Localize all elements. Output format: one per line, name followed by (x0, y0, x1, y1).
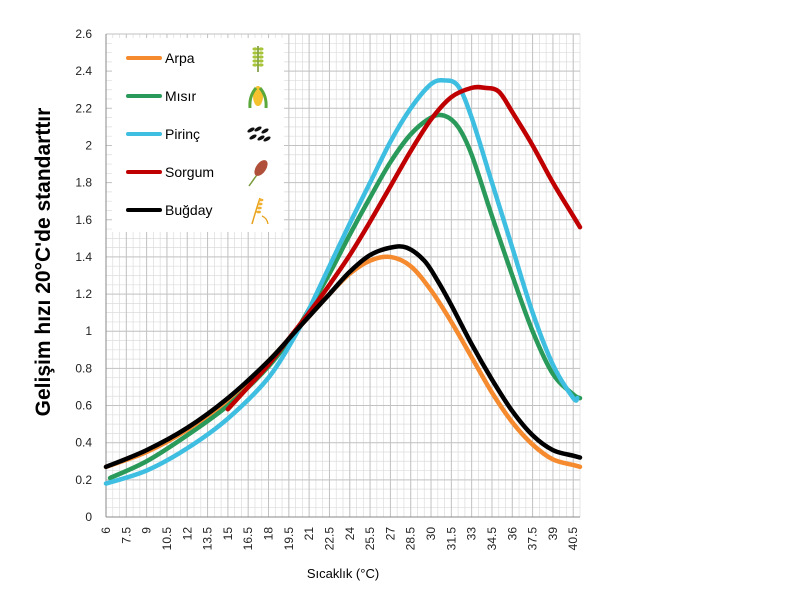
corn-icon (248, 86, 268, 109)
barley-grain (252, 59, 258, 63)
legend: Arpa Mısır Pirinç Sorgum Buğday (112, 38, 284, 232)
x-tick-label: 36 (505, 527, 519, 541)
sorghum-head (254, 160, 268, 176)
legend-label-bu-day: Buğday (165, 202, 212, 218)
x-tick-label: 19.5 (282, 527, 296, 551)
rice-icon (247, 126, 271, 142)
rice-grain (254, 126, 262, 132)
y-tick-label: 1.8 (75, 176, 92, 190)
rice-grain (247, 127, 255, 133)
x-tick-label: 16.5 (241, 527, 255, 551)
x-tick-label: 7.5 (119, 527, 133, 544)
barley-grain (252, 63, 258, 67)
y-tick-label: 2.2 (75, 101, 92, 115)
barley-grain (252, 55, 258, 59)
x-tick-label: 37.5 (526, 527, 540, 551)
wheat-grain (257, 206, 262, 210)
barley-icon (252, 46, 264, 72)
x-tick-label: 18 (262, 527, 276, 541)
rice-grain (257, 135, 265, 141)
y-tick-label: 1.6 (75, 213, 92, 227)
x-tick-label: 13.5 (201, 527, 215, 551)
x-tick-label: 28.5 (404, 527, 418, 551)
y-tick-label: 2 (85, 138, 92, 152)
barley-grain (258, 59, 264, 63)
legend-label-m-s-r: Mısır (165, 88, 196, 104)
wheat-grain (258, 198, 264, 202)
x-tick-label: 31.5 (444, 527, 458, 551)
y-tick-label: 1.2 (75, 287, 92, 301)
sorghum-icon (248, 160, 268, 187)
wheat-grain (257, 202, 263, 206)
y-tick-label: 1 (85, 324, 92, 338)
legend-label-pirin-: Pirinç (165, 126, 200, 142)
x-tick-label: 9 (140, 527, 154, 534)
x-tick-label: 22.5 (322, 527, 336, 551)
barley-grain (252, 47, 258, 51)
y-tick-label: 0.2 (75, 473, 92, 487)
barley-grain (252, 51, 258, 55)
series-line-bu-day (103, 244, 583, 470)
wheat-icon (251, 197, 269, 225)
wheat-leaf (261, 215, 269, 225)
corn-leaf (258, 87, 268, 109)
x-tick-label: 30 (424, 527, 438, 541)
wheat-grain (256, 210, 261, 214)
y-tick-label: 1.4 (75, 250, 92, 264)
rice-grain (249, 134, 257, 140)
x-tick-label: 15 (221, 527, 235, 541)
rice-grain (261, 128, 269, 134)
legend-label-arpa: Arpa (165, 50, 195, 66)
x-tick-label: 39 (546, 527, 560, 541)
x-axis-label: Sıcaklık (°C) (307, 566, 379, 581)
x-tick-label: 10.5 (160, 527, 174, 551)
y-tick-label: 0.4 (75, 436, 92, 450)
series-lines (103, 77, 583, 486)
y-tick-label: 2.6 (75, 27, 92, 41)
legend-label-sorgum: Sorgum (165, 164, 214, 180)
x-tick-label: 40.5 (566, 527, 580, 551)
x-tick-label: 12 (180, 527, 194, 541)
x-tick-label: 24 (343, 527, 357, 541)
y-tick-label: 2.4 (75, 64, 92, 78)
barley-grain (258, 51, 264, 55)
y-axis-label: Gelişim hızı 20°C'de standarttır (32, 108, 55, 417)
x-tick-label: 33 (465, 527, 479, 541)
axis-ticks: 0 0.2 0.4 0.6 0.8 1 1.2 1.4 1.6 1.8 2 2.2 2.4 2.6 6 7.5… (75, 27, 580, 550)
barley-grain (258, 47, 264, 51)
rice-grain (263, 136, 271, 142)
series-line-pirin- (103, 77, 580, 486)
barley-grain (258, 55, 264, 59)
y-tick-label: 0 (85, 510, 92, 524)
x-tick-label: 25.5 (363, 527, 377, 551)
x-tick-label: 34.5 (485, 527, 499, 551)
x-tick-label: 6 (99, 527, 113, 534)
x-tick-label: 21 (302, 527, 316, 541)
y-tick-label: 0.6 (75, 399, 92, 413)
barley-grain (258, 63, 264, 67)
y-tick-label: 0.8 (75, 361, 92, 375)
corn-leaf (248, 87, 258, 109)
x-tick-label: 27 (383, 527, 397, 541)
